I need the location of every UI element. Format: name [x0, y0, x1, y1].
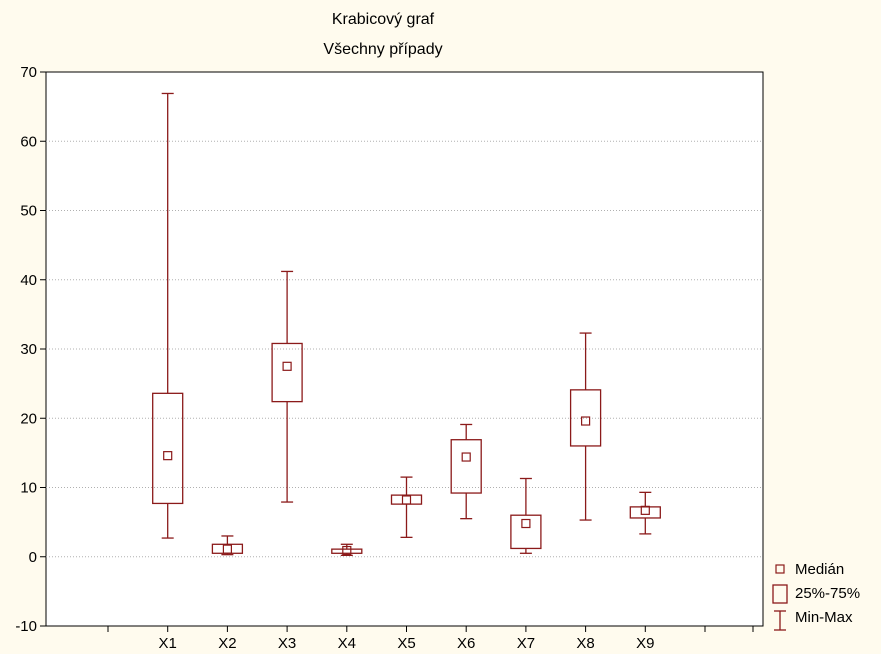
x-tick-label: X7	[517, 635, 535, 652]
iqr-box	[450, 439, 482, 494]
x-axis-ticks: X1 X2 X3 X4 X5 X6 X7 X8 X9	[107, 626, 754, 652]
median-marker	[401, 495, 412, 505]
iqr-box	[510, 514, 542, 550]
y-tick-label: 40	[20, 272, 37, 289]
x-tick-label: X6	[457, 635, 475, 652]
box-x4	[331, 543, 363, 557]
box-x2	[211, 535, 244, 556]
median-marker	[461, 452, 471, 462]
box-x5	[390, 476, 423, 539]
iqr-box	[569, 389, 602, 447]
legend-item-median: Medián	[775, 561, 844, 578]
boxes	[152, 92, 661, 557]
box-x6	[450, 423, 482, 520]
y-tick-label: 20	[20, 410, 37, 427]
y-tick-label: 10	[20, 480, 37, 497]
median-marker	[163, 451, 173, 461]
y-tick-label: 60	[20, 133, 37, 150]
median-marker	[222, 544, 232, 554]
y-tick-label: 70	[20, 64, 37, 81]
y-tick-label: 50	[20, 203, 37, 220]
iqr-box	[331, 548, 363, 554]
legend-item-range: Min-Max	[774, 609, 853, 631]
box-x8	[569, 332, 602, 521]
legend-label: Min-Max	[795, 609, 853, 626]
y-tick-label: -10	[15, 618, 37, 635]
x-tick-label: X1	[159, 635, 177, 652]
x-tick-label: X9	[636, 635, 654, 652]
legend-median-icon	[775, 564, 785, 574]
y-tick-label: 0	[29, 549, 37, 566]
median-marker	[580, 416, 591, 426]
legend-label: 25%-75%	[795, 585, 860, 602]
chart-title: Krabicový graf	[332, 11, 435, 28]
grid-lines	[46, 140, 763, 558]
x-tick-label: X3	[278, 635, 296, 652]
iqr-box	[152, 392, 184, 505]
median-marker	[640, 505, 650, 515]
box-x7	[510, 477, 542, 554]
x-tick-label: X8	[576, 635, 594, 652]
y-tick-label: 30	[20, 341, 37, 358]
median-marker	[282, 361, 292, 371]
median-marker	[342, 545, 352, 556]
legend-box-icon	[772, 584, 788, 604]
x-tick-label: X2	[218, 635, 236, 652]
legend-item-iqr: 25%-75%	[772, 584, 860, 604]
x-tick-label: X5	[397, 635, 415, 652]
box-x9	[629, 491, 661, 535]
median-marker	[521, 518, 531, 529]
iqr-box	[271, 342, 303, 403]
box-x1	[152, 92, 184, 539]
x-tick-label: X4	[338, 635, 356, 652]
legend-label: Medián	[795, 561, 844, 578]
legend: Medián 25%-75% Min-Max	[772, 561, 860, 631]
chart-subtitle: Všechny případy	[323, 41, 442, 58]
y-axis-ticks: -10 0 10 20 30 40 50 60 70	[15, 64, 46, 635]
box-x3	[271, 270, 303, 503]
